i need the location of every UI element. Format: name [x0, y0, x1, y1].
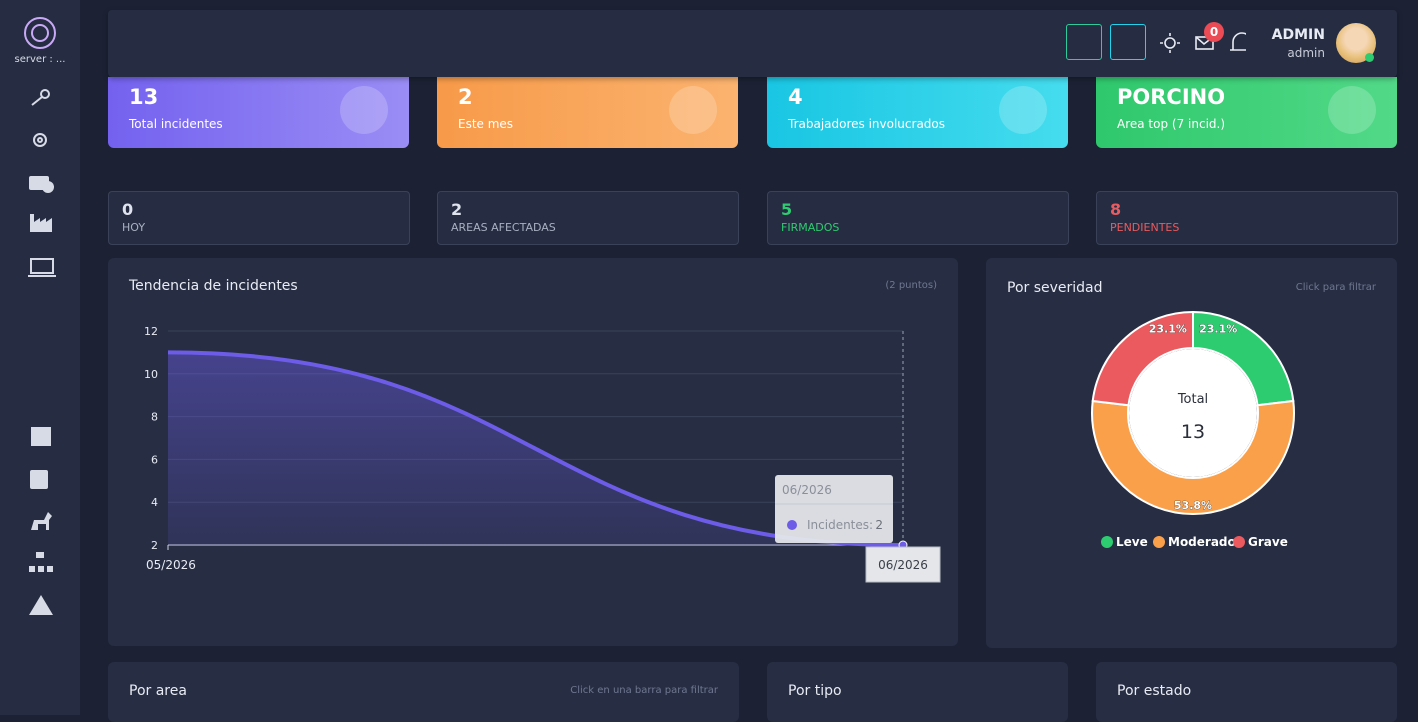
- kpi-label: Area top (7 incid.): [1117, 117, 1226, 131]
- donut-hole: [1129, 349, 1257, 477]
- panel-note: Click para filtrar: [1295, 282, 1376, 293]
- kpi-value: 4: [788, 85, 803, 109]
- tooltip-value: 2: [875, 518, 883, 532]
- notification-badge: 0: [1204, 22, 1224, 42]
- x-hover-box: [865, 546, 941, 583]
- donut-slice: [1091, 399, 1295, 515]
- kpi-value: 13: [129, 85, 159, 109]
- panel-title: Por tipo: [788, 683, 842, 699]
- donut-slice: [1091, 310, 1194, 407]
- y-tick-label: 2: [151, 539, 158, 552]
- panel-title: Por estado: [1117, 683, 1192, 699]
- center-value: 13: [1181, 421, 1205, 443]
- y-tick-label: 6: [151, 453, 158, 466]
- tooltip-dot: [787, 520, 797, 530]
- stat-box: 2 AREAS AFECTADAS: [437, 191, 739, 245]
- fullscreen-button[interactable]: [1066, 24, 1102, 60]
- header-icons: [1160, 32, 1246, 53]
- tooltip: [775, 475, 893, 543]
- status-panel: Por estado: [1096, 662, 1397, 722]
- user-role: admin: [1287, 46, 1325, 60]
- stat-value: 0: [122, 200, 134, 219]
- kpi-card: PORCINO Area top (7 incid.): [1096, 77, 1397, 148]
- stat-value: 2: [451, 200, 463, 219]
- stat-box: 0 HOY: [108, 191, 410, 245]
- y-tick-label: 4: [151, 496, 158, 509]
- slice-label: 23.1%: [1199, 323, 1237, 336]
- panel-title: Por area: [129, 683, 187, 699]
- kpi-card: 13 Total incidentes: [108, 77, 409, 148]
- stat-label: AREAS AFECTADAS: [451, 221, 556, 234]
- top-bar: 0 ADMIN admin: [108, 10, 1397, 77]
- slice-label: 23.1%: [1149, 323, 1187, 336]
- tooltip-title: 06/2026: [782, 483, 832, 497]
- panel-title: Tendencia de incidentes: [129, 278, 298, 294]
- user-name: ADMIN: [1271, 27, 1325, 43]
- slice-label: 53.8%: [1174, 499, 1212, 512]
- stat-box: 8 PENDIENTES: [1096, 191, 1398, 245]
- legend-label: Leve: [1116, 535, 1148, 549]
- kpi-label: Total incidentes: [129, 117, 223, 131]
- y-tick-label: 10: [144, 368, 158, 381]
- x-tick-label: 05/2026: [146, 558, 196, 572]
- area-fill: [168, 352, 903, 545]
- kpi-value: 2: [458, 85, 473, 109]
- kpi-label: Trabajadores involucrados: [788, 117, 946, 131]
- x-tick-label: 06/2026: [878, 558, 928, 572]
- panel-title: Por severidad: [1007, 280, 1103, 296]
- panel-note: Click en una barra para filtrar: [570, 685, 718, 696]
- line: [167, 350, 904, 547]
- donut-chart: 23.1% 53.8% 23.1% Total 13 Leve Moderado Grave: [1091, 310, 1295, 549]
- stat-label: HOY: [122, 221, 146, 234]
- stat-value: 8: [1110, 200, 1122, 219]
- sidebar-icons: [24, 17, 56, 615]
- stat-label: FIRMADOS: [781, 221, 840, 234]
- stat-value: 5: [781, 200, 793, 219]
- center-label: Total: [1177, 392, 1208, 407]
- help-button[interactable]: [1110, 24, 1146, 60]
- kpi-value: PORCINO: [1117, 85, 1226, 109]
- kpi-label: Este mes: [458, 117, 514, 131]
- server-label: server : ...: [14, 54, 66, 65]
- legend-label: Moderado: [1168, 535, 1236, 549]
- legend-swatch: [1233, 536, 1245, 548]
- panel-note: (2 puntos): [885, 280, 937, 291]
- kpi-card: 4 Trabajadores involucrados: [767, 77, 1068, 148]
- legend-swatch: [1153, 536, 1165, 548]
- severity-panel: Por severidad Click para filtrar 23.1% 53…: [986, 258, 1397, 648]
- kpi-card: 2 Este mes: [437, 77, 738, 148]
- tooltip-label: Incidentes:: [807, 518, 873, 532]
- y-tick-label: 12: [144, 325, 158, 338]
- legend-label: Grave: [1248, 535, 1288, 549]
- stat-label: PENDIENTES: [1110, 221, 1180, 234]
- y-tick-label: 8: [151, 411, 158, 424]
- online-dot: [1365, 53, 1374, 62]
- sidebar: server : ...: [0, 0, 80, 715]
- type-panel: Por tipo: [767, 662, 1068, 722]
- stat-box: 5 FIRMADOS: [767, 191, 1069, 245]
- legend-swatch: [1101, 536, 1113, 548]
- trend-panel: Tendencia de incidentes (2 puntos) 2 4 6 8 1…: [108, 258, 958, 646]
- area-panel: Por area Click en una barra para filtrar: [108, 662, 739, 722]
